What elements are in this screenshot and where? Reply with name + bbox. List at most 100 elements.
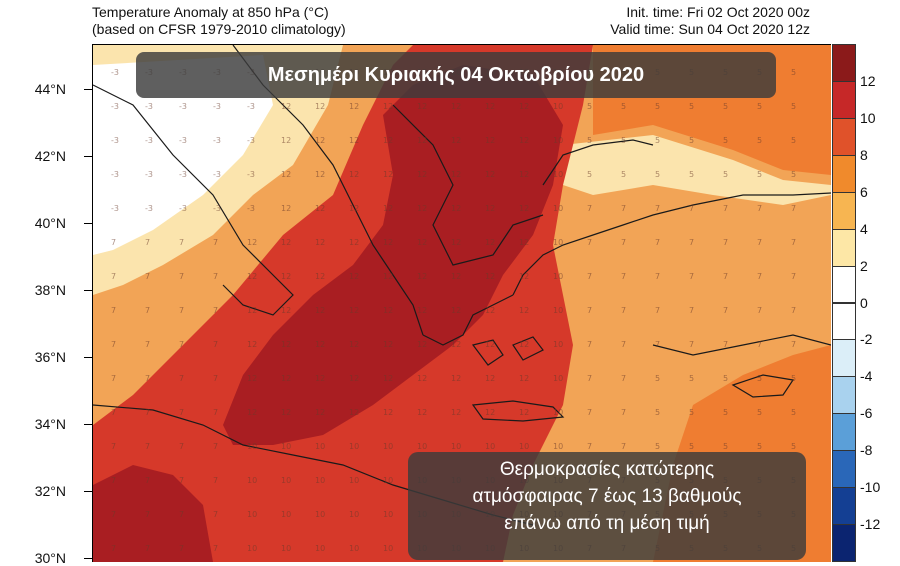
latitude-tick [84,156,92,157]
grid-value: 12 [485,102,495,111]
grid-value: 12 [281,306,291,315]
grid-value: 12 [281,204,291,213]
grid-value: 7 [723,340,728,349]
grid-value: 12 [315,374,325,383]
grid-value: 5 [621,102,626,111]
grid-value: 12 [519,340,529,349]
grid-value: 12 [451,340,461,349]
grid-value: 7 [587,272,592,281]
grid-value: 12 [485,204,495,213]
grid-value: 7 [689,272,694,281]
grid-value: 12 [315,170,325,179]
grid-value: 5 [587,136,592,145]
grid-value: 7 [655,340,660,349]
grid-value: 12 [383,136,393,145]
grid-value: 12 [349,102,359,111]
grid-value: 10 [553,340,563,349]
grid-value: 12 [451,238,461,247]
grid-value: -3 [179,136,187,145]
grid-value: 12 [417,408,427,417]
grid-value: 7 [179,306,184,315]
latitude-label: 32°N [34,483,66,499]
colorbar-segment [832,302,856,341]
grid-value: 7 [655,306,660,315]
grid-value: 12 [383,238,393,247]
grid-value: 10 [451,442,461,451]
grid-value: 7 [621,238,626,247]
grid-value: 12 [417,340,427,349]
grid-value: 10 [281,442,291,451]
grid-value: 10 [349,510,359,519]
grid-value: 12 [485,238,495,247]
grid-value: 5 [655,102,660,111]
grid-value: 12 [485,340,495,349]
grid-value: 7 [213,238,218,247]
grid-value: 7 [587,408,592,417]
grid-value: 12 [349,136,359,145]
chart-header: Temperature Anomaly at 850 hPa (°C) (bas… [0,0,900,44]
grid-value: 5 [791,442,796,451]
grid-value: 5 [689,170,694,179]
climatology-note: (based on CFSR 1979-2010 climatology) [92,21,346,37]
grid-value: 7 [213,340,218,349]
grid-value: 7 [757,340,762,349]
grid-value: 12 [485,170,495,179]
coastlines [93,45,831,526]
grid-value: 7 [587,238,592,247]
grid-value: -3 [179,102,187,111]
grid-value: 7 [587,204,592,213]
grid-value: 12 [281,340,291,349]
grid-value: 7 [757,306,762,315]
colorbar-label: -4 [860,368,873,385]
grid-value: -3 [111,136,119,145]
summary-line-1: Θερμοκρασίες κατώτερης [499,459,715,480]
grid-value: 12 [417,204,427,213]
grid-value: 12 [417,170,427,179]
grid-value: 12 [451,204,461,213]
colorbar-label: -2 [860,331,873,348]
grid-value: 5 [587,102,592,111]
colorbar-segment [832,117,856,156]
grid-value: 12 [485,408,495,417]
grid-value: -3 [213,170,221,179]
grid-value: 7 [145,510,150,519]
colorbar-label: 2 [860,257,868,274]
very-hot-anomaly-core [223,65,563,445]
grid-value: 5 [757,136,762,145]
latitude-tick [84,357,92,358]
grid-value: 7 [179,510,184,519]
grid-value: 5 [689,102,694,111]
latitude-axis: 44°N 42°N 40°N 38°N 36°N 34°N 32°N 30°N [0,44,92,566]
grid-value: 10 [553,408,563,417]
grid-value: 7 [111,306,116,315]
grid-value: 7 [145,238,150,247]
colorbar-segment [832,44,856,82]
near-zero-region-italy [93,55,273,255]
grid-value: -3 [145,170,153,179]
grid-value: 12 [519,374,529,383]
grid-value: 7 [179,476,184,485]
grid-value: -3 [145,136,153,145]
grid-value: 5 [689,442,694,451]
grid-value: 12 [281,238,291,247]
grid-value: 12 [451,306,461,315]
colorbar-labels: 12 10 8 6 4 2 0 -2 -4 -6 -8 -10 -12 [858,44,900,561]
grid-value: 7 [213,272,218,281]
grid-value: 12 [281,170,291,179]
grid-value: 12 [281,374,291,383]
grid-value: 7 [213,544,218,553]
grid-value: 12 [417,306,427,315]
grid-value: 7 [723,204,728,213]
latitude-tick [84,424,92,425]
grid-value: 7 [791,306,796,315]
grid-value: 10 [315,476,325,485]
grid-value: 12 [315,408,325,417]
grid-value: 12 [485,306,495,315]
grid-value: -3 [247,136,255,145]
grid-value: 12 [247,374,257,383]
grid-value: 5 [621,136,626,145]
colorbar-segment [832,265,856,304]
grid-value: 10 [247,544,257,553]
grid-value: 7 [111,442,116,451]
grid-value: 5 [791,408,796,417]
